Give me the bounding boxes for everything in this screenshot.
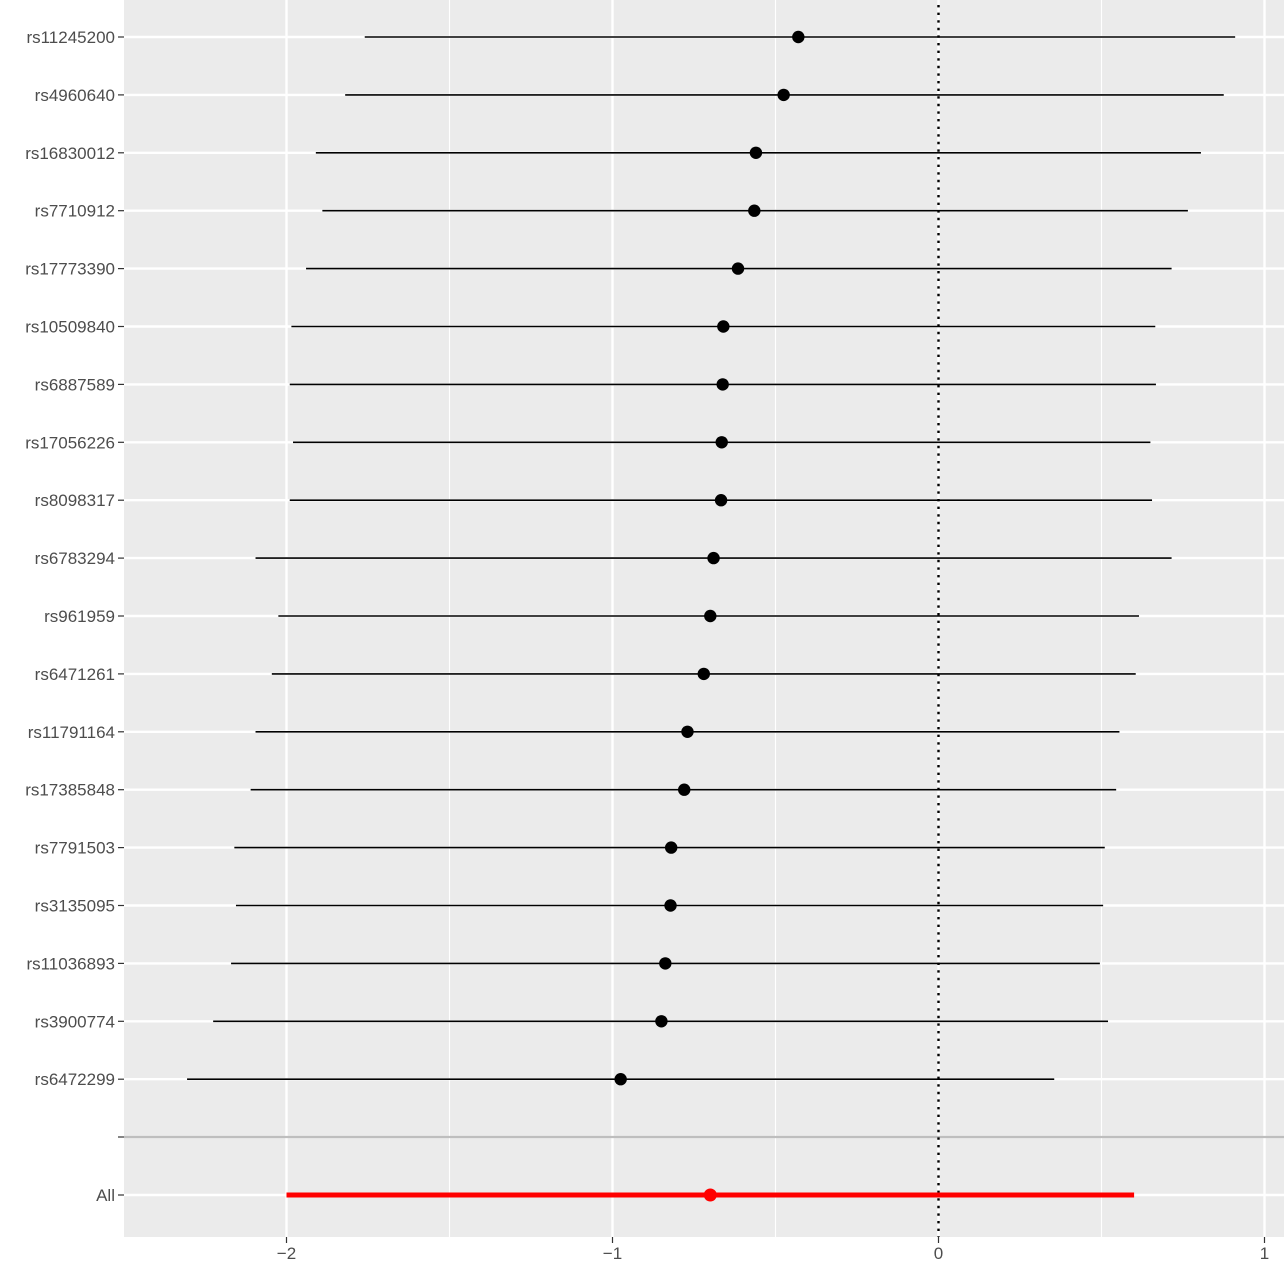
y-tick-label-summary: All (96, 1186, 115, 1205)
y-tick-label: rs6471261 (35, 665, 115, 684)
estimate-point (714, 494, 728, 507)
y-axis-ticks: rs11245200 rs4960640 rs16830012 rs7710912 rs… (25, 28, 124, 1205)
estimate-marks (187, 30, 1236, 1202)
estimate-point (792, 30, 805, 44)
estimate-point (716, 378, 729, 391)
y-tick-label: rs3900774 (35, 1012, 115, 1031)
y-tick-label: rs6783294 (35, 549, 115, 568)
estimate-point (614, 1073, 627, 1086)
estimate-point (681, 725, 694, 738)
estimate-point (655, 1015, 668, 1028)
y-tick-label: rs17385848 (25, 781, 115, 800)
plot-panel (124, 0, 1284, 1237)
y-tick-label: rs7791503 (35, 839, 115, 858)
x-tick-label: 0 (934, 1244, 943, 1263)
y-tick-label: rs17773390 (25, 260, 115, 279)
estimate-point (707, 551, 720, 565)
y-tick-label: rs11245200 (26, 28, 115, 47)
estimate-point (664, 841, 678, 854)
x-tick-label: −1 (603, 1244, 622, 1263)
estimate-point (749, 146, 763, 159)
estimate-point (659, 957, 672, 970)
x-axis-ticks: −2 −1 0 1 (277, 1237, 1269, 1263)
estimate-point (715, 436, 728, 449)
y-tick-label: rs11036893 (26, 954, 115, 973)
y-tick-label: rs6472299 (35, 1070, 115, 1089)
estimate-point (697, 667, 710, 681)
y-tick-label: rs4960640 (35, 86, 115, 105)
x-tick-label: −2 (277, 1244, 296, 1263)
estimate-point (664, 899, 677, 912)
y-tick-label: rs6887589 (35, 375, 115, 394)
estimate-point (731, 262, 745, 275)
estimate-point (704, 609, 717, 623)
y-tick-label: rs7710912 (35, 202, 115, 221)
y-tick-label: rs17056226 (25, 433, 115, 452)
y-tick-label: rs16830012 (25, 144, 115, 163)
x-tick-label: 1 (1260, 1244, 1269, 1263)
summary-estimate-point (703, 1188, 717, 1202)
y-tick-label: rs8098317 (35, 491, 115, 510)
estimate-point (777, 88, 790, 102)
y-tick-label: rs961959 (44, 607, 115, 626)
y-tick-label: rs10509840 (25, 318, 115, 337)
estimate-point (748, 204, 761, 217)
estimate-point (717, 320, 730, 333)
y-tick-label: rs11791164 (28, 723, 115, 742)
estimate-point (678, 783, 691, 796)
y-tick-label: rs3135095 (35, 897, 115, 916)
